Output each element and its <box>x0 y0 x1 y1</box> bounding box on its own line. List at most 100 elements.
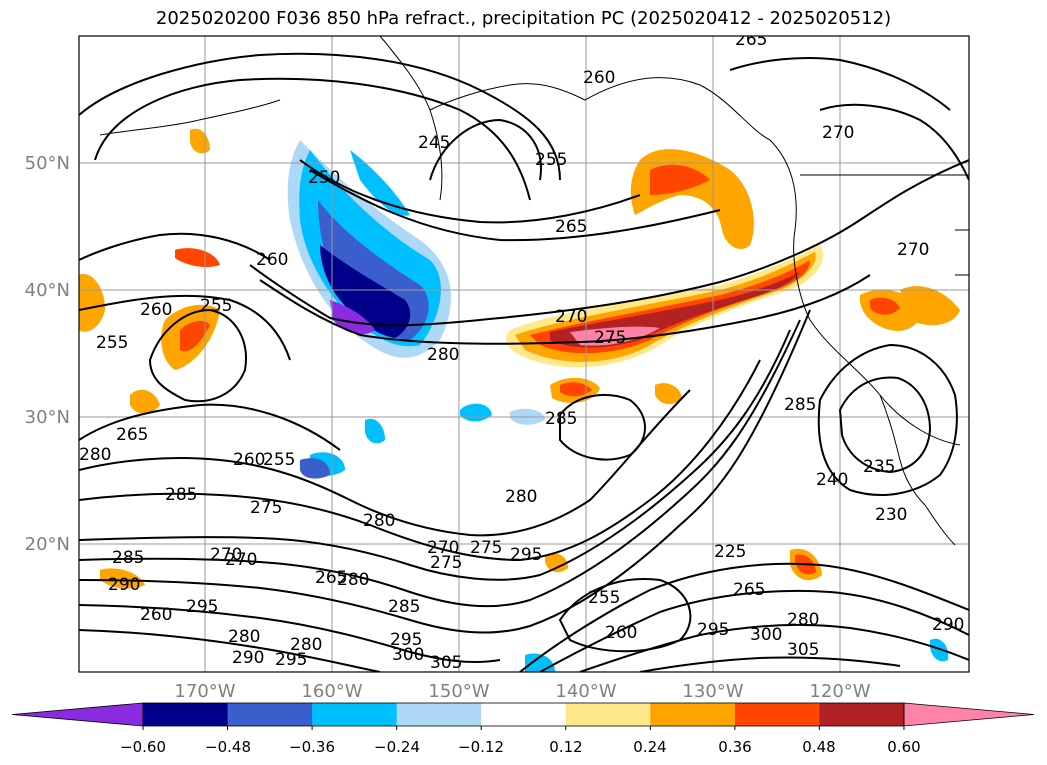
contour-label: 305 <box>430 653 462 673</box>
colorbar-tick-label: −0.60 <box>120 738 166 756</box>
colorbar-segment <box>143 703 229 726</box>
contour-label: 245 <box>418 133 450 153</box>
colorbar-tick-label: −0.12 <box>458 738 504 756</box>
colorbar-tick-label: 0.24 <box>633 738 666 756</box>
colorbar-tick-label: 0.36 <box>718 738 751 756</box>
contour-label: 235 <box>863 457 895 477</box>
colorbar-extend-low <box>11 702 144 727</box>
colorbar-segment <box>565 703 651 726</box>
colorbar-segment <box>396 703 482 726</box>
contour-label: 255 <box>96 333 128 353</box>
contour-label: 260 <box>605 623 637 643</box>
contour-label: 285 <box>784 395 816 415</box>
lon-tick-label: 160°W <box>301 681 362 702</box>
colorbar-segment <box>312 703 398 726</box>
contour-label: 275 <box>430 553 462 573</box>
contour-label: 270 <box>555 307 587 327</box>
contour-label: 240 <box>816 470 848 490</box>
colorbar-segment <box>481 703 567 726</box>
contour-label: 275 <box>594 328 626 348</box>
contour-label: 265 <box>116 425 148 445</box>
contour-label: 280 <box>290 635 322 655</box>
contour-label: 280 <box>337 570 369 590</box>
contour-label: 295 <box>275 650 307 670</box>
contour-label: 280 <box>363 511 395 531</box>
contour-label: 260 <box>256 250 288 270</box>
lon-tick-label: 170°W <box>174 681 235 702</box>
contour-label: 275 <box>250 498 282 518</box>
lat-tick-label: 20°N <box>25 534 70 555</box>
contour-label: 270 <box>897 240 929 260</box>
contour-label: 295 <box>510 545 542 565</box>
contour-label: 260 <box>140 605 172 625</box>
colorbar-tick-label: −0.48 <box>205 738 251 756</box>
colorbar-tick-labels: −0.60 −0.48 −0.36 −0.24 −0.12 0.12 0.24 … <box>120 738 921 756</box>
refractivity-contours <box>79 52 969 672</box>
colorbar-segment <box>650 703 736 726</box>
lat-tick-label: 50°N <box>25 153 70 174</box>
contour-label: 280 <box>787 610 819 630</box>
contour-label: 230 <box>875 505 907 525</box>
contour-label: 285 <box>545 409 577 429</box>
contour-label: 300 <box>750 625 782 645</box>
contour-label: 280 <box>505 487 537 507</box>
contour-label: 265 <box>735 30 767 50</box>
lat-tick-label: 40°N <box>25 280 70 301</box>
contour-label: 265 <box>555 217 587 237</box>
colorbar <box>11 702 1035 730</box>
colorbar-tick-label: 0.12 <box>549 738 582 756</box>
contour-label: 285 <box>165 485 197 505</box>
contour-label: 270 <box>210 545 242 565</box>
map-frame <box>78 35 970 673</box>
colorbar-border <box>142 702 905 727</box>
contour-label: 255 <box>535 150 567 170</box>
colorbar-segment <box>227 703 313 726</box>
contour-label: 275 <box>470 538 502 558</box>
contour-label: 280 <box>427 345 459 365</box>
lat-tick-labels: 50°N 40°N 30°N 20°N <box>25 153 70 555</box>
contour-label: 290 <box>932 615 964 635</box>
contour-label: 295 <box>697 620 729 640</box>
contour-label: 265 <box>733 580 765 600</box>
colorbar-segment <box>734 703 820 726</box>
contour-label: 260 <box>233 450 265 470</box>
lon-tick-label: 150°W <box>428 681 489 702</box>
contour-label: 260 <box>140 300 172 320</box>
contour-label: 260 <box>583 68 615 88</box>
lon-tick-label: 130°W <box>682 681 743 702</box>
colorbar-tick-label: 0.48 <box>802 738 835 756</box>
contour-label: 250 <box>308 168 340 188</box>
contour-label: 300 <box>392 645 424 665</box>
contour-label: 285 <box>112 548 144 568</box>
figure-title: 2025020200 F036 850 hPa refract., precip… <box>155 8 892 29</box>
contour-labels: 265 260 245 255 270 250 265 270 260 255 … <box>79 30 964 673</box>
contour-label: 295 <box>186 597 218 617</box>
lon-tick-label: 140°W <box>555 681 616 702</box>
contour-label: 255 <box>200 296 232 316</box>
colorbar-tick-label: −0.36 <box>289 738 335 756</box>
contour-label: 285 <box>388 597 420 617</box>
contour-label: 265 <box>315 568 347 588</box>
colorbar-segment <box>819 703 905 726</box>
contour-label: 290 <box>232 648 264 668</box>
colorbar-tick-label: 0.60 <box>887 738 920 756</box>
contour-label: 225 <box>714 542 746 562</box>
contour-label: 295 <box>390 630 422 650</box>
contour-label: 255 <box>588 588 620 608</box>
contour-label: 255 <box>263 450 295 470</box>
contour-label: 290 <box>108 575 140 595</box>
lat-tick-label: 30°N <box>25 407 70 428</box>
coastlines <box>99 36 969 546</box>
precip-shading <box>79 128 960 672</box>
contour-label: 270 <box>225 550 257 570</box>
contour-label: 270 <box>427 538 459 558</box>
contour-label: 270 <box>822 123 854 143</box>
colorbar-tick-label: −0.24 <box>374 738 420 756</box>
lon-tick-label: 120°W <box>809 681 870 702</box>
contour-label: 280 <box>228 627 260 647</box>
contour-label: 280 <box>79 445 111 465</box>
lon-tick-labels: 170°W 160°W 150°W 140°W 130°W 120°W <box>174 681 870 702</box>
contour-label: 305 <box>787 640 819 660</box>
colorbar-extend-high <box>903 702 1035 727</box>
